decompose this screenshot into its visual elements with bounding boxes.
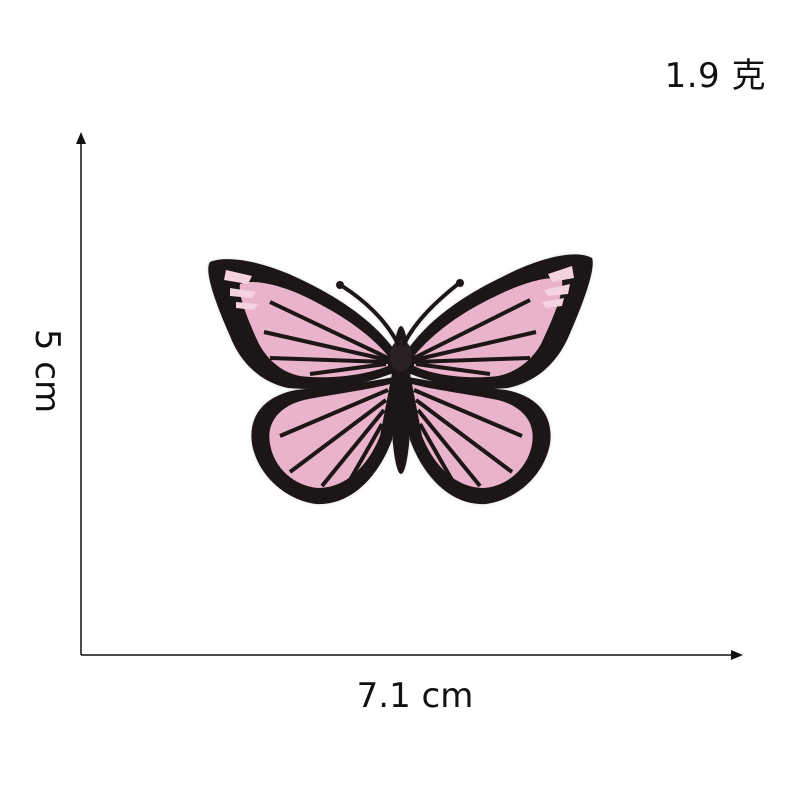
height-label: 5 cm: [27, 328, 67, 414]
right-antenna: [402, 282, 460, 346]
width-label: 7.1 cm: [356, 676, 474, 716]
weight-label: 1.9 克: [664, 56, 766, 96]
horizontal-axis-arrow: [731, 650, 743, 660]
vertical-axis-arrow: [76, 132, 86, 144]
butterfly-patch-icon: [208, 254, 593, 505]
left-antenna: [340, 284, 400, 346]
